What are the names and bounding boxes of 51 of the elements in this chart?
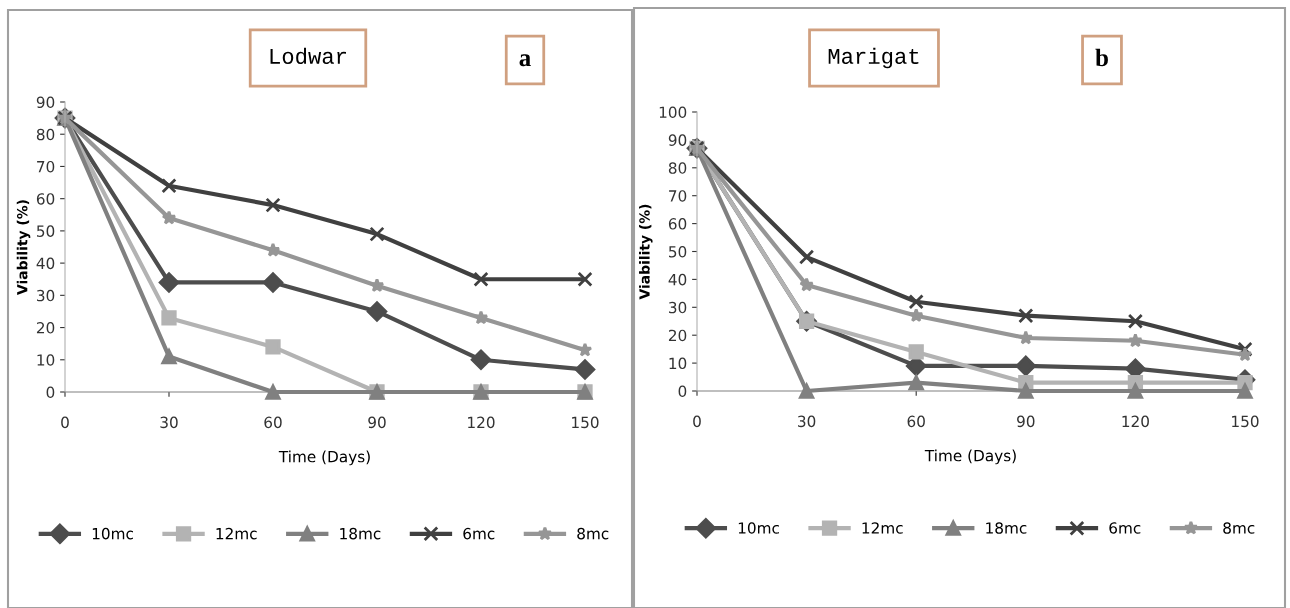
y-tick-label: 80 — [668, 162, 687, 174]
legend-label: 12mc — [216, 527, 257, 540]
chart-subtitle: b — [1095, 48, 1108, 67]
y-tick-label: 50 — [669, 245, 687, 258]
x-tick-label: 30 — [798, 415, 816, 428]
legend-label: 6mc — [463, 527, 495, 540]
y-axis-title: Viability (%) — [639, 204, 653, 300]
legend-label: 12mc — [862, 522, 903, 534]
x-tick-label: 0 — [61, 416, 69, 429]
x-tick-label: 150 — [572, 416, 599, 429]
x-axis-title: Time (Days) — [278, 450, 370, 466]
x-tick-label: 60 — [907, 415, 925, 428]
chart-title: Marigat — [828, 47, 919, 69]
legend-label: 10mc — [738, 522, 779, 534]
x-tick-label: 60 — [264, 416, 282, 429]
x-tick-label: 120 — [1122, 415, 1149, 428]
chart-subtitle: a — [519, 54, 531, 67]
legend-label: 18mc — [986, 522, 1027, 534]
y-tick-label: 30 — [669, 301, 687, 314]
y-tick-label: 70 — [37, 160, 55, 173]
y-tick-label: 50 — [37, 225, 55, 237]
y-tick-label: 70 — [669, 190, 687, 202]
legend-label: 6mc — [1109, 522, 1141, 534]
y-tick-label: 40 — [668, 273, 687, 286]
y-tick-label: 100 — [659, 106, 687, 119]
x-tick-label: 0 — [693, 415, 701, 428]
y-tick-label: 10 — [669, 357, 687, 370]
y-tick-label: 90 — [36, 96, 55, 109]
y-tick-label: 10 — [37, 354, 55, 366]
y-tick-label: 20 — [36, 322, 55, 334]
legend-label: 8mc — [1223, 522, 1255, 534]
x-axis-title: Time (Days) — [924, 449, 1016, 465]
y-axis-title: Viability (%) — [16, 200, 31, 295]
x-tick-label: 30 — [160, 416, 178, 429]
legend-label: 8mc — [577, 527, 609, 540]
x-tick-label: 150 — [1232, 415, 1259, 428]
y-tick-label: 60 — [668, 218, 687, 230]
y-tick-label: 0 — [678, 385, 687, 398]
y-tick-label: 90 — [668, 134, 687, 146]
chart-title: Lodwar — [270, 47, 347, 65]
y-tick-label: 60 — [36, 193, 55, 205]
x-tick-label: 120 — [468, 416, 495, 429]
y-tick-label: 40 — [36, 257, 55, 270]
y-tick-label: 30 — [37, 289, 55, 302]
x-tick-label: 90 — [368, 416, 386, 429]
x-tick-label: 90 — [1017, 415, 1035, 428]
y-tick-label: 0 — [46, 386, 55, 399]
legend-label: 18mc — [340, 527, 381, 540]
legend-label: 10mc — [92, 527, 133, 540]
y-tick-label: 20 — [668, 329, 687, 342]
y-tick-label: 80 — [36, 128, 55, 141]
